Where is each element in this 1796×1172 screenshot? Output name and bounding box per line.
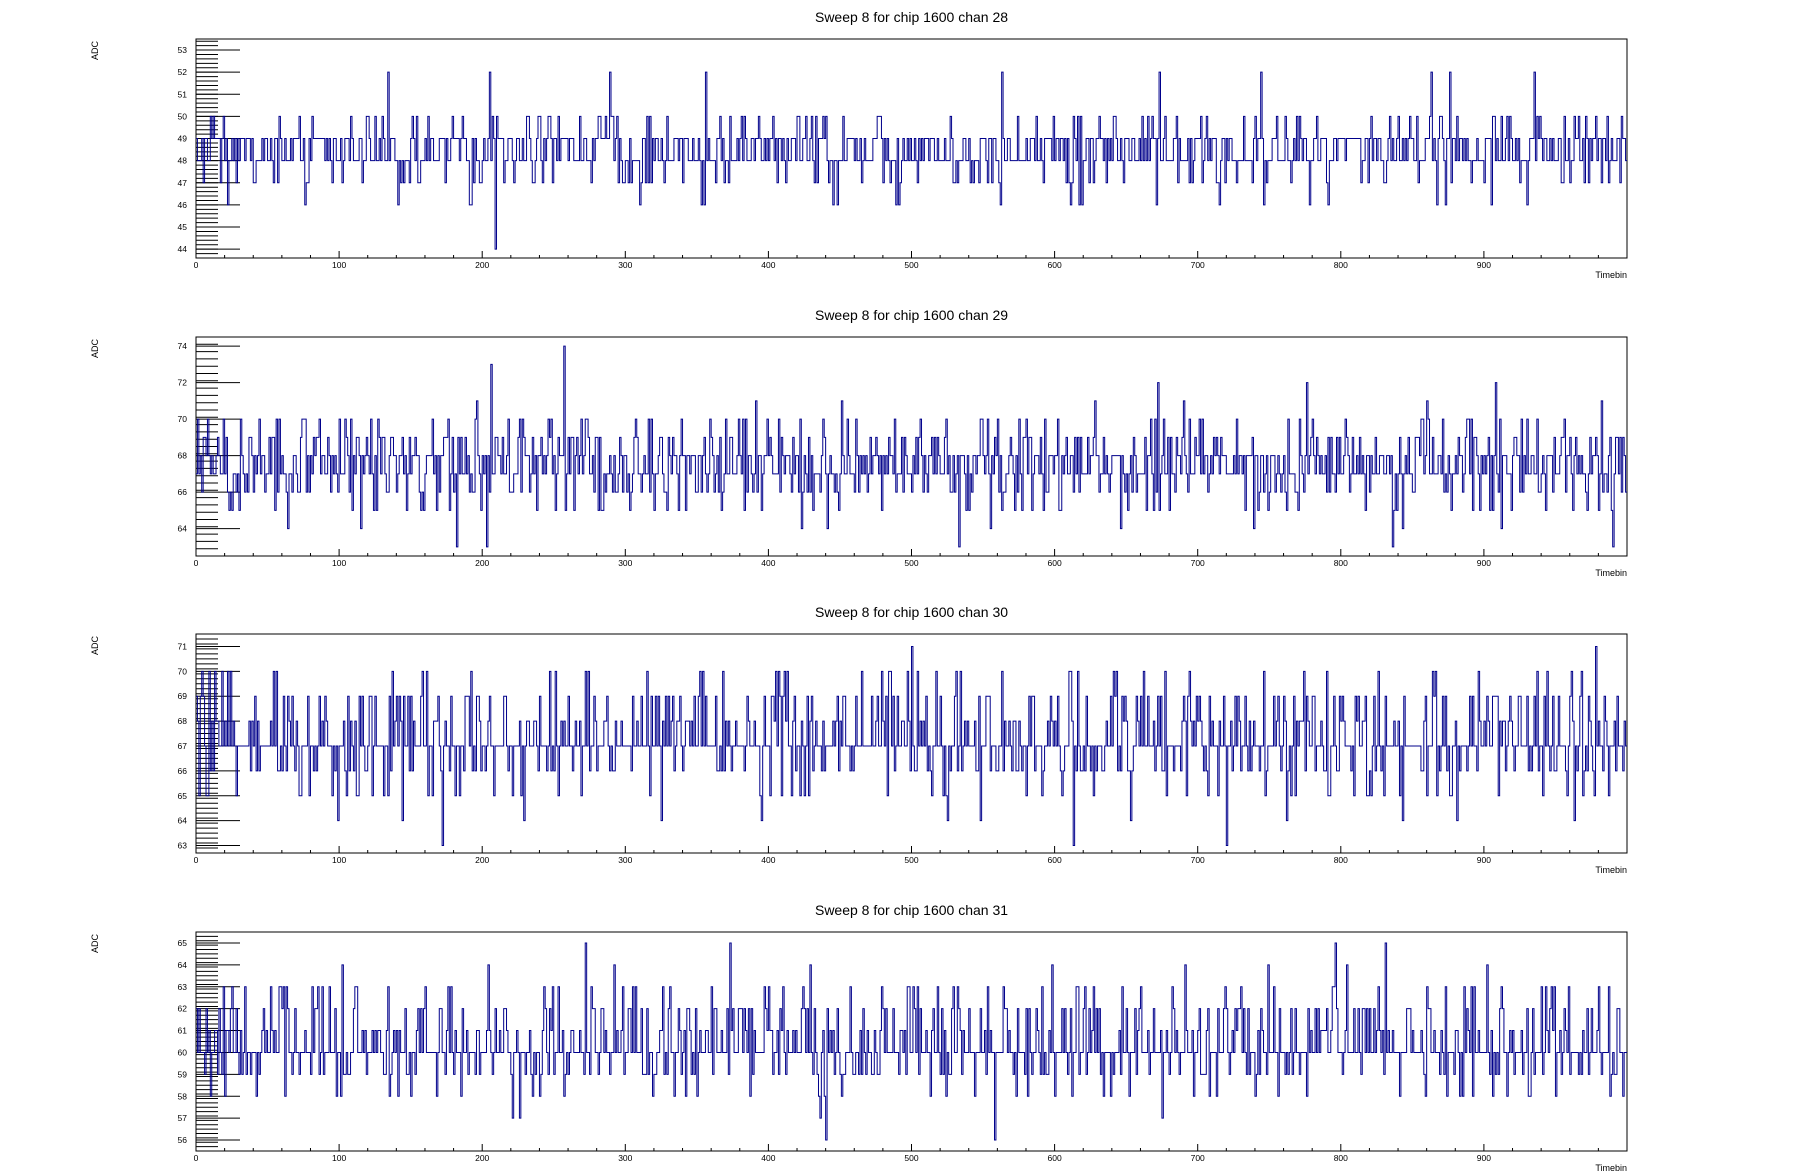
y-tick-label: 47 (178, 178, 188, 188)
y-tick-label: 51 (178, 89, 188, 99)
x-tick-label: 900 (1477, 1153, 1491, 1163)
x-tick-label: 400 (761, 558, 775, 568)
x-tick-label: 300 (618, 558, 632, 568)
panel-title: Sweep 8 for chip 1600 chan 31 (815, 902, 1008, 918)
x-tick-label: 900 (1477, 260, 1491, 270)
x-tick-label: 700 (1191, 1153, 1205, 1163)
y-tick-label: 70 (178, 414, 188, 424)
y-axis-title: ADC (90, 41, 100, 61)
x-tick-label: 500 (904, 855, 918, 865)
y-tick-label: 57 (178, 1113, 188, 1123)
x-tick-label: 300 (618, 855, 632, 865)
x-tick-label: 700 (1191, 855, 1205, 865)
y-tick-label: 52 (178, 67, 188, 77)
x-tick-label: 100 (332, 855, 346, 865)
y-tick-label: 65 (178, 791, 188, 801)
x-tick-label: 200 (475, 855, 489, 865)
x-tick-label: 700 (1191, 558, 1205, 568)
x-tick-label: 600 (1048, 855, 1062, 865)
x-axis-title: Timebin (1595, 270, 1627, 280)
x-tick-label: 400 (761, 260, 775, 270)
y-axis-title: ADC (90, 339, 100, 359)
y-tick-label: 44 (178, 244, 188, 254)
x-tick-label: 100 (332, 558, 346, 568)
chart-panel-3: Sweep 8 for chip 1600 chan 31 ADC Timebin 0… (90, 902, 1628, 1172)
y-tick-label: 53 (178, 45, 188, 55)
x-tick-label: 600 (1048, 558, 1062, 568)
y-tick-label: 48 (178, 156, 188, 166)
x-tick-label: 500 (904, 260, 918, 270)
y-tick-label: 46 (178, 200, 188, 210)
x-tick-label: 500 (904, 1153, 918, 1163)
x-axis-title: Timebin (1595, 568, 1627, 578)
y-tick-label: 50 (178, 111, 188, 121)
x-axis-title: Timebin (1595, 865, 1627, 875)
adc-trace (196, 345, 1627, 548)
y-tick-label: 49 (178, 134, 188, 144)
y-tick-label: 45 (178, 222, 188, 232)
chart-panel-1: Sweep 8 for chip 1600 chan 29 ADC Timebin 0… (90, 307, 1628, 578)
x-tick-label: 0 (194, 260, 199, 270)
x-tick-label: 300 (618, 1153, 632, 1163)
y-tick-label: 63 (178, 982, 188, 992)
panel-title: Sweep 8 for chip 1600 chan 30 (815, 604, 1008, 620)
x-axis-title: Timebin (1595, 1163, 1627, 1172)
x-tick-label: 0 (194, 1153, 199, 1163)
y-tick-label: 60 (178, 1047, 188, 1057)
y-tick-label: 59 (178, 1069, 188, 1079)
adc-trace (196, 942, 1627, 1141)
y-tick-label: 68 (178, 716, 188, 726)
y-tick-label: 66 (178, 766, 188, 776)
y-axis-title: ADC (90, 636, 100, 656)
y-tick-label: 63 (178, 841, 188, 851)
adc-trace (196, 645, 1627, 847)
y-tick-label: 65 (178, 938, 188, 948)
x-tick-label: 200 (475, 1153, 489, 1163)
x-tick-label: 800 (1334, 855, 1348, 865)
y-tick-label: 61 (178, 1026, 188, 1036)
x-tick-label: 800 (1334, 558, 1348, 568)
y-tick-label: 62 (178, 1004, 188, 1014)
panel-title: Sweep 8 for chip 1600 chan 29 (815, 307, 1008, 323)
x-tick-label: 800 (1334, 1153, 1348, 1163)
x-tick-label: 0 (194, 855, 199, 865)
x-tick-label: 300 (618, 260, 632, 270)
y-tick-label: 71 (178, 641, 188, 651)
x-tick-label: 400 (761, 855, 775, 865)
x-tick-label: 200 (475, 558, 489, 568)
x-tick-label: 700 (1191, 260, 1205, 270)
y-tick-label: 64 (178, 960, 188, 970)
x-tick-label: 100 (332, 1153, 346, 1163)
x-tick-label: 200 (475, 260, 489, 270)
panel-title: Sweep 8 for chip 1600 chan 28 (815, 9, 1008, 25)
y-tick-label: 69 (178, 691, 188, 701)
y-tick-label: 58 (178, 1091, 188, 1101)
adc-trace (196, 71, 1627, 250)
y-tick-label: 68 (178, 451, 188, 461)
x-tick-label: 900 (1477, 558, 1491, 568)
x-tick-label: 800 (1334, 260, 1348, 270)
y-tick-label: 74 (178, 341, 188, 351)
y-tick-label: 56 (178, 1135, 188, 1145)
x-tick-label: 100 (332, 260, 346, 270)
x-tick-label: 900 (1477, 855, 1491, 865)
y-tick-label: 64 (178, 524, 188, 534)
y-tick-label: 70 (178, 666, 188, 676)
y-tick-label: 64 (178, 816, 188, 826)
x-tick-label: 600 (1048, 260, 1062, 270)
y-tick-label: 66 (178, 487, 188, 497)
x-tick-label: 500 (904, 558, 918, 568)
y-tick-label: 72 (178, 378, 188, 388)
chart-panel-2: Sweep 8 for chip 1600 chan 30 ADC Timebin 0… (90, 604, 1628, 875)
x-tick-label: 0 (194, 558, 199, 568)
y-axis-title: ADC (90, 934, 100, 954)
x-tick-label: 400 (761, 1153, 775, 1163)
x-tick-label: 600 (1048, 1153, 1062, 1163)
chart-panel-0: Sweep 8 for chip 1600 chan 28 ADC Timebin 0… (90, 9, 1628, 280)
y-tick-label: 67 (178, 741, 188, 751)
